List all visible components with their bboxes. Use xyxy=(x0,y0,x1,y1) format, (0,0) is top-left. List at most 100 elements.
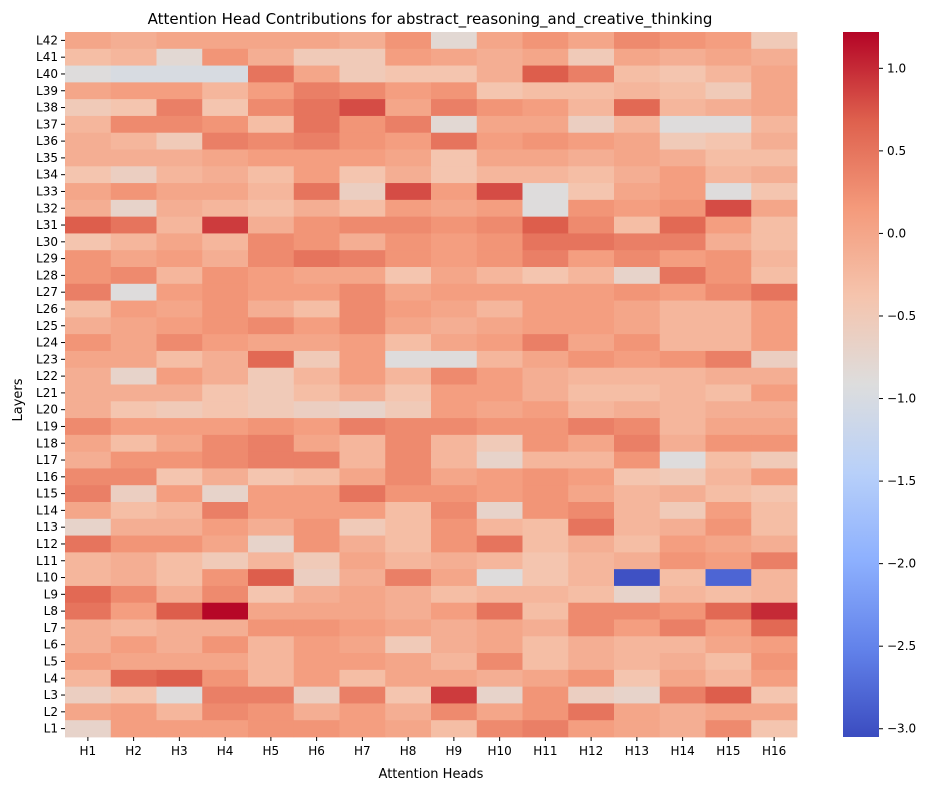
heatmap-cell xyxy=(156,267,203,285)
heatmap-cell xyxy=(476,720,523,738)
heatmap-cell xyxy=(476,485,523,503)
heatmap-cell xyxy=(339,149,386,167)
heatmap-cell xyxy=(659,535,706,553)
heatmap-cell xyxy=(339,619,386,637)
heatmap-cell xyxy=(568,132,615,150)
heatmap-cell xyxy=(476,434,523,453)
heatmap-cell xyxy=(751,99,798,117)
heatmap-cell xyxy=(202,401,249,419)
colorbar-tick-label: 0.5 xyxy=(887,144,906,158)
heatmap-cell xyxy=(431,32,478,50)
heatmap-cell xyxy=(751,216,798,234)
heatmap-cell xyxy=(156,367,203,385)
heatmap-cell xyxy=(156,703,203,721)
y-tick-label: L29 xyxy=(36,252,58,266)
heatmap-cell xyxy=(202,518,249,536)
heatmap-cell xyxy=(248,518,295,536)
heatmap-cell xyxy=(293,518,340,536)
heatmap-cell xyxy=(522,283,569,301)
heatmap-cell xyxy=(705,686,752,704)
heatmap-cell xyxy=(248,686,295,704)
heatmap-cell xyxy=(659,99,706,117)
heatmap-cell xyxy=(568,535,615,553)
heatmap-cell xyxy=(385,115,432,134)
heatmap-cell xyxy=(751,485,798,503)
heatmap-cell xyxy=(568,636,615,654)
heatmap-cell xyxy=(476,468,523,486)
heatmap-cell xyxy=(659,401,706,419)
heatmap-cell xyxy=(659,32,706,50)
heatmap-cell xyxy=(751,434,798,453)
heatmap-cell xyxy=(659,418,706,436)
heatmap-cell xyxy=(751,166,798,184)
colorbar-tick-label: −1.0 xyxy=(887,392,916,406)
heatmap-cell xyxy=(385,669,432,688)
heatmap-cell xyxy=(751,32,798,50)
heatmap-cell xyxy=(248,585,295,604)
heatmap-cell xyxy=(202,250,249,268)
heatmap-cell xyxy=(156,535,203,553)
heatmap-cell xyxy=(156,166,203,184)
heatmap-cell xyxy=(65,283,112,301)
heatmap-cell xyxy=(522,585,569,604)
heatmap-cell xyxy=(385,367,432,385)
heatmap-cell xyxy=(751,65,798,83)
heatmap-cell xyxy=(431,199,478,218)
heatmap-cell xyxy=(293,669,340,688)
heatmap-cell xyxy=(110,317,157,335)
heatmap-cell xyxy=(522,99,569,117)
heatmap-cell xyxy=(110,434,157,453)
heatmap-cell xyxy=(339,602,386,620)
heatmap-cell xyxy=(659,703,706,721)
heatmap-cell xyxy=(293,216,340,234)
heatmap-cell xyxy=(751,602,798,620)
heatmap-cell xyxy=(293,32,340,50)
heatmap-cell xyxy=(339,115,386,134)
heatmap-cell xyxy=(751,585,798,604)
heatmap-cell xyxy=(156,401,203,419)
x-tick-label: H9 xyxy=(446,744,463,758)
heatmap-cell xyxy=(751,518,798,536)
heatmap-cell xyxy=(385,720,432,738)
heatmap-cell xyxy=(202,451,249,469)
heatmap-cell xyxy=(476,619,523,637)
heatmap-cell xyxy=(751,283,798,301)
heatmap-cell xyxy=(568,686,615,704)
heatmap-cell xyxy=(339,434,386,453)
heatmap-cell xyxy=(659,636,706,654)
heatmap-cell xyxy=(202,485,249,503)
heatmap-cell xyxy=(568,300,615,318)
heatmap-cell xyxy=(293,99,340,117)
heatmap-cell xyxy=(751,350,798,369)
heatmap-cell xyxy=(248,267,295,285)
y-tick-label: L5 xyxy=(44,654,58,668)
heatmap-cell xyxy=(751,334,798,352)
heatmap-cell xyxy=(202,115,249,134)
heatmap-cell xyxy=(156,48,203,66)
heatmap-cell xyxy=(293,451,340,469)
heatmap-cell xyxy=(476,602,523,620)
heatmap-cell xyxy=(339,233,386,251)
heatmap-cell xyxy=(248,653,295,671)
heatmap-cell xyxy=(659,216,706,234)
heatmap-cell xyxy=(202,653,249,671)
heatmap-cell xyxy=(614,300,661,318)
heatmap-cell xyxy=(522,32,569,50)
heatmap-cell xyxy=(202,216,249,234)
heatmap-cell xyxy=(659,350,706,369)
heatmap-cell xyxy=(339,300,386,318)
heatmap-cell xyxy=(248,619,295,637)
heatmap-cell xyxy=(705,334,752,352)
heatmap-cell xyxy=(339,669,386,688)
heatmap-cell xyxy=(156,132,203,150)
heatmap-cell xyxy=(293,317,340,335)
heatmap-cell xyxy=(705,250,752,268)
heatmap-cell xyxy=(522,720,569,738)
heatmap-cell xyxy=(431,552,478,570)
heatmap-cell xyxy=(248,636,295,654)
heatmap-cell xyxy=(202,132,249,150)
heatmap-cell xyxy=(705,552,752,570)
heatmap-cell xyxy=(659,367,706,385)
heatmap-cell xyxy=(705,65,752,83)
